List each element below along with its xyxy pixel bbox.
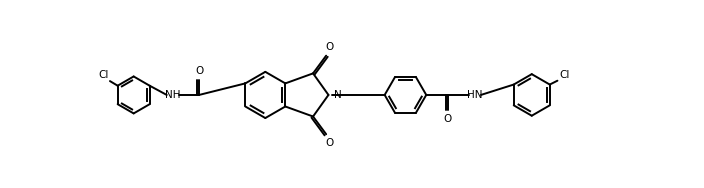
Text: O: O — [196, 66, 204, 76]
Text: Cl: Cl — [559, 70, 570, 80]
Text: NH: NH — [165, 90, 181, 100]
Text: Cl: Cl — [98, 70, 108, 80]
Text: HN: HN — [467, 90, 482, 100]
Text: O: O — [325, 42, 334, 52]
Text: O: O — [443, 114, 451, 124]
Text: O: O — [325, 138, 334, 148]
Text: N: N — [334, 90, 341, 100]
